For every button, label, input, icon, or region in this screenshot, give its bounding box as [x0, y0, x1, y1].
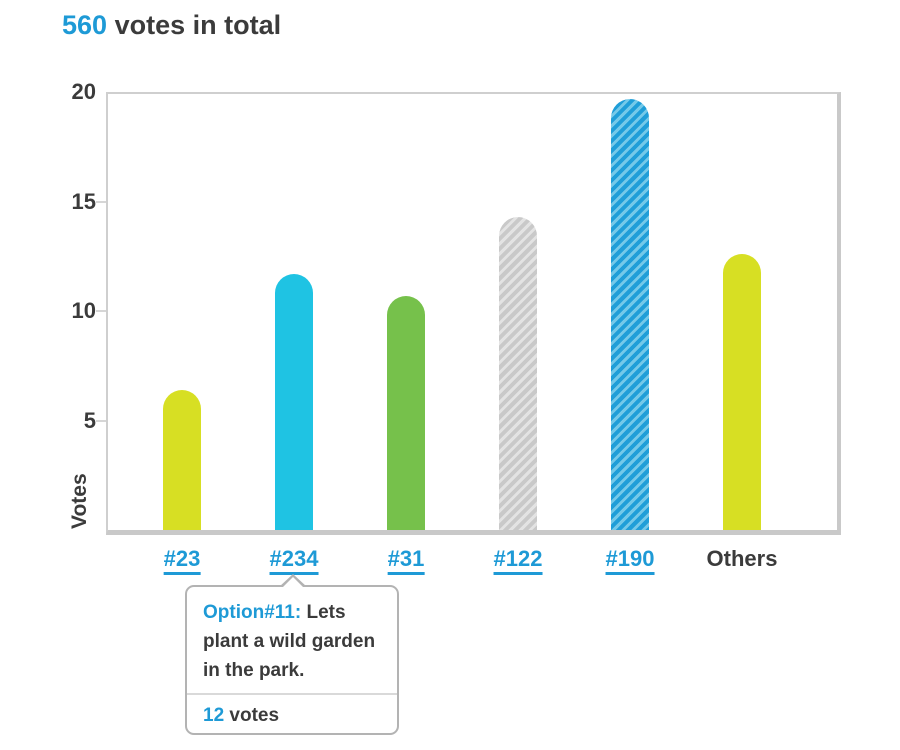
option-tooltip: Option#11: Lets plant a wild garden in t…: [185, 574, 399, 735]
option-link-122[interactable]: #122: [493, 547, 543, 575]
category-label-others: Others: [706, 546, 778, 571]
y-tick-label-15: 15: [71, 188, 96, 214]
page-title: 560 votes in total: [62, 10, 281, 41]
tooltip-votes: 12 votes: [187, 695, 397, 729]
option-link-190[interactable]: #190: [605, 547, 655, 575]
bar-122[interactable]: [499, 216, 537, 530]
option-link-31[interactable]: #31: [387, 547, 425, 575]
y-tick-label-20: 20: [71, 79, 96, 104]
bar-190[interactable]: [611, 98, 649, 530]
total-votes-label: votes in total: [107, 10, 282, 40]
option-link-234[interactable]: #234: [269, 547, 319, 575]
y-tick-label-5: 5: [83, 407, 96, 433]
total-votes-count: 560: [62, 10, 108, 40]
plot-area: [106, 92, 841, 535]
bar-23[interactable]: [163, 389, 201, 530]
y-tick-5: [96, 419, 106, 422]
tooltip-votes-count: 12: [203, 705, 225, 726]
tooltip-divider: [187, 693, 397, 695]
y-tick-15: [96, 200, 106, 203]
option-link-23[interactable]: #23: [163, 547, 201, 575]
bar-31[interactable]: [387, 295, 425, 530]
tooltip-arrow-fill-icon: [282, 577, 304, 588]
bar-Others[interactable]: [723, 254, 761, 530]
tooltip-body: Option#11: Lets plant a wild garden in t…: [187, 587, 397, 685]
tooltip-option-text: Lets plant a wild garden in the park.: [203, 602, 376, 681]
tooltip-option-id: Option#11:: [203, 602, 302, 623]
y-tick-label-10: 10: [71, 298, 96, 323]
y-axis-title: Votes: [68, 473, 91, 529]
tooltip-votes-label: votes: [224, 705, 280, 726]
y-tick-10: [96, 310, 106, 312]
bar-234[interactable]: [275, 273, 313, 530]
